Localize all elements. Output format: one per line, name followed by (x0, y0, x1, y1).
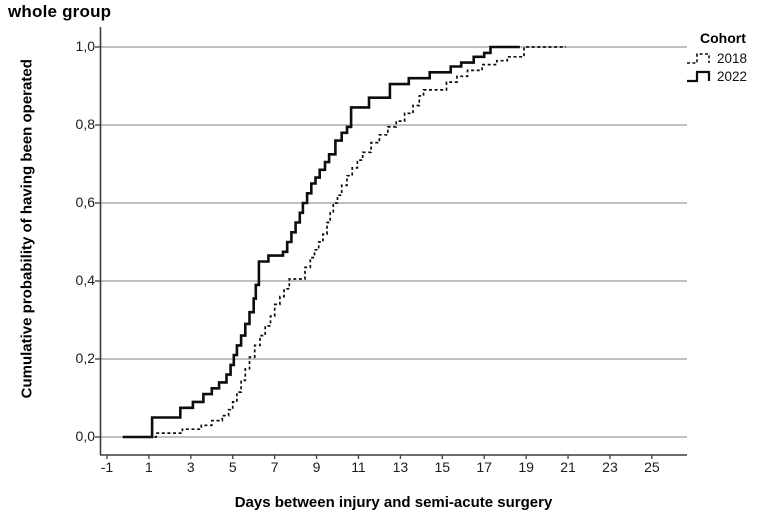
legend-entry-2022: 2022 (686, 68, 771, 84)
y-tick-label: 0,6 (75, 194, 95, 210)
curve-2022 (122, 45, 520, 439)
x-tick-label: 1 (145, 459, 153, 475)
x-axis-title: Days between injury and semi-acute surge… (234, 494, 553, 511)
solid-step-line-icon (687, 70, 711, 83)
legend-label: 2022 (717, 68, 748, 84)
x-tick-label: 21 (560, 459, 576, 475)
y-tick-label: 1,0 (75, 38, 95, 54)
dashed-step-line-icon (687, 53, 710, 64)
x-tick-label: 17 (476, 459, 492, 475)
x-tick-label: 15 (434, 459, 451, 475)
legend-entry-2018: 2018 (686, 50, 771, 66)
x-tick-label: 3 (186, 459, 195, 475)
x-tick-label: -1 (100, 459, 114, 475)
y-tick-label: 0,4 (75, 272, 95, 288)
x-tick-label: 7 (270, 459, 279, 475)
legend: Cohort 2018 2022 (686, 30, 771, 84)
x-tick-label: 9 (312, 459, 321, 475)
x-tick-label: 13 (392, 459, 409, 475)
legend-title: Cohort (700, 30, 746, 46)
y-tick-label: 0,2 (75, 350, 95, 366)
legend-entries: 2018 2022 (686, 50, 771, 84)
curve-2018 (148, 46, 566, 438)
x-tick-label: 5 (228, 459, 237, 475)
chart-title: whole group (8, 2, 112, 21)
legend-label: 2018 (717, 50, 748, 66)
x-tick-label: 11 (351, 459, 366, 475)
y-tick-label: 0,0 (75, 428, 95, 444)
x-tick-label: 25 (644, 459, 660, 475)
x-tick-label: 23 (602, 459, 618, 475)
y-tick-label: 0,8 (75, 116, 95, 132)
x-tick-label: 19 (518, 459, 534, 475)
